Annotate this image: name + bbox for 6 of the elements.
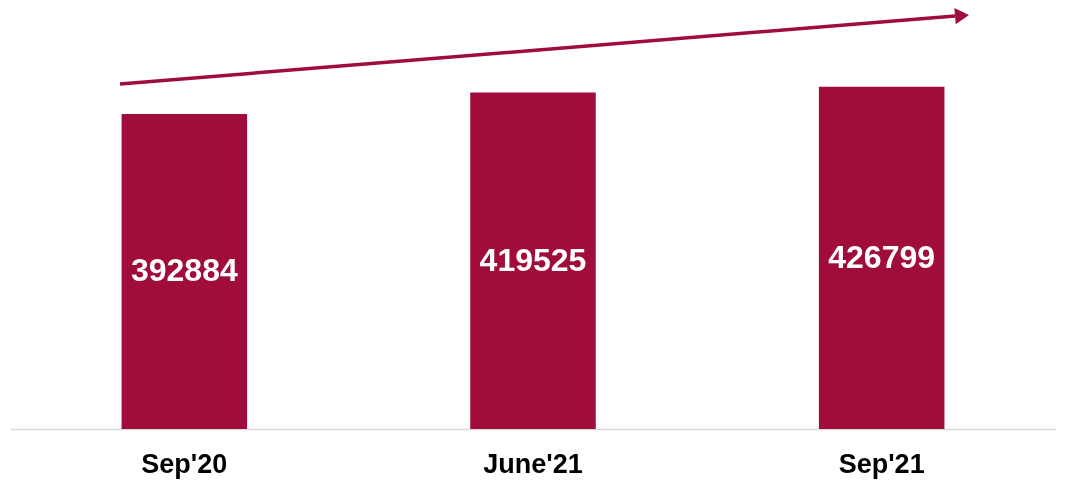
data-label: 392884 [130, 252, 238, 289]
x-tick-label: June'21 [483, 448, 583, 479]
x-tick-label: Sep'20 [141, 448, 228, 479]
x-tick-label: Sep'21 [838, 448, 925, 479]
data-label: 426799 [828, 238, 936, 275]
data-label: 419525 [479, 241, 587, 278]
